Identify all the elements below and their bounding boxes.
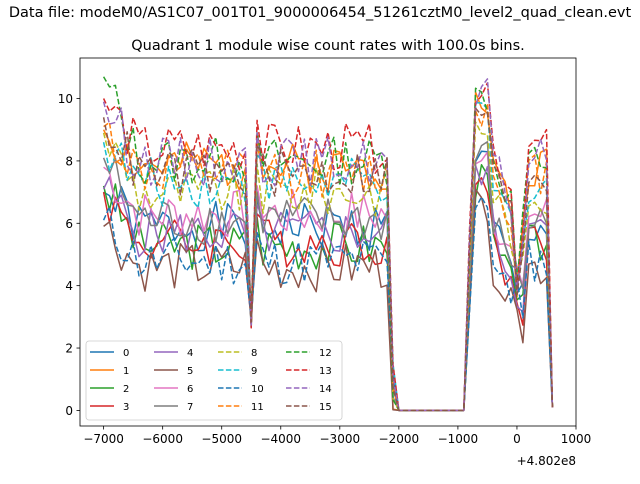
series-lines [102, 76, 554, 412]
legend-label-2: 2 [123, 384, 129, 395]
x-tick-label: −1000 [438, 432, 479, 446]
series-line-14 [102, 78, 554, 412]
plot-frame [79, 57, 577, 427]
series-line-11 [103, 102, 554, 412]
legend-label-10: 10 [251, 384, 264, 395]
x-tick-label: −2000 [379, 432, 420, 446]
legend-label-14: 14 [319, 384, 332, 395]
legend-label-12: 12 [319, 348, 332, 359]
series-line-9 [102, 101, 554, 412]
series-line-5 [103, 188, 554, 412]
x-axis: −7000 −6000 −5000 −4000 −3000 −2000 −1000 0 1000 [83, 426, 591, 446]
legend-label-4: 4 [187, 348, 193, 359]
x-tick-label: −3000 [320, 432, 361, 446]
y-tick-label: 6 [65, 217, 73, 231]
x-tick-label: 1000 [561, 432, 592, 446]
series-line-15 [102, 107, 554, 412]
x-axis-offset-label: +4.802e8 [517, 454, 576, 468]
series-line-10 [102, 196, 554, 412]
legend-label-0: 0 [123, 348, 129, 359]
x-tick-label: −5000 [201, 432, 242, 446]
x-tick-label: 0 [513, 432, 521, 446]
figure-suptitle: Data file: modeM0/AS1C07_001T01_90000064… [9, 5, 632, 21]
series-line-0 [103, 150, 554, 412]
series-line-12 [102, 76, 554, 412]
series-line-8 [102, 121, 554, 412]
y-tick-label: 2 [65, 342, 73, 356]
legend-box [85, 340, 343, 421]
legend-label-3: 3 [123, 402, 129, 413]
legend-label-13: 13 [319, 366, 332, 377]
y-tick-label: 10 [58, 92, 73, 106]
legend-label-1: 1 [123, 366, 129, 377]
x-tick-label: −4000 [260, 432, 301, 446]
legend-label-6: 6 [187, 384, 193, 395]
legend-label-8: 8 [251, 348, 257, 359]
y-tick-label: 0 [65, 404, 73, 418]
legend-label-11: 11 [251, 402, 264, 413]
legend-label-5: 5 [187, 366, 193, 377]
x-tick-label: −7000 [83, 432, 124, 446]
legend-label-7: 7 [187, 402, 193, 413]
legend-label-9: 9 [251, 366, 257, 377]
series-line-7 [102, 141, 554, 412]
series-line-4 [102, 164, 554, 412]
y-tick-label: 8 [65, 154, 73, 168]
chart-title: Quadrant 1 module wise count rates with … [131, 38, 525, 54]
series-line-13 [102, 82, 554, 412]
y-tick-label: 4 [65, 279, 73, 293]
y-axis: 0 2 4 6 8 10 [58, 92, 80, 418]
x-tick-label: −6000 [142, 432, 183, 446]
legend-label-15: 15 [319, 402, 332, 413]
